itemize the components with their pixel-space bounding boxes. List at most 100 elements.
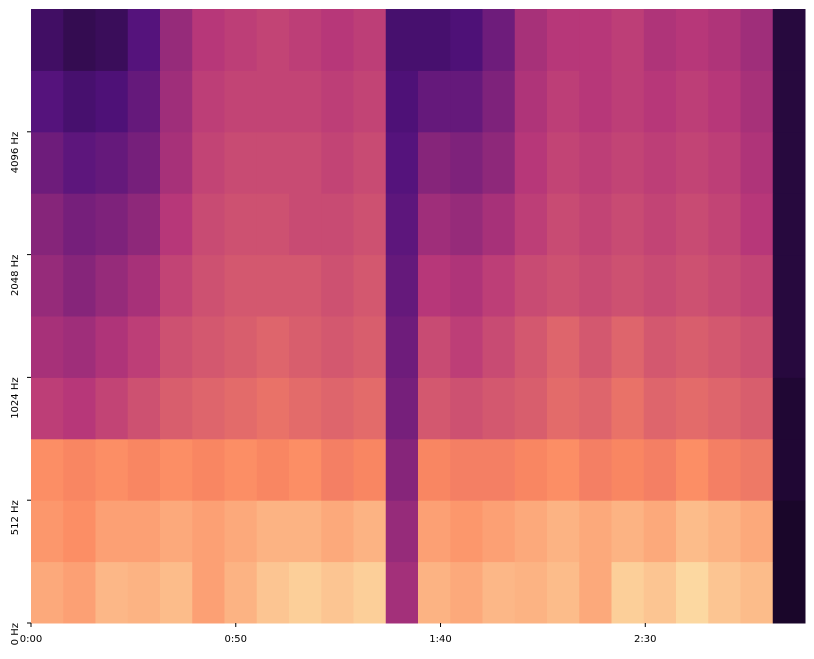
heat-cell [95,316,129,378]
heat-cell [676,561,709,624]
heat-cell [192,500,225,563]
heat-cell [772,131,806,194]
y-tick-label: 512 Hz [10,500,21,535]
heat-cell [127,193,161,256]
heat-cell [482,500,516,563]
heat-cell [772,193,806,256]
heat-cell [740,561,774,624]
heat-cell [514,70,548,133]
heat-cell [321,70,354,133]
heat-cell [353,438,387,501]
heat-cell [708,377,741,440]
heat-cell [643,70,677,133]
heat-cell [643,9,677,71]
heat-cell [547,438,580,501]
heat-cell [160,377,193,440]
heat-cell [353,70,387,133]
heat-cell [676,131,709,194]
heat-cell [740,438,774,501]
heat-cell [772,500,806,563]
heat-cell [63,131,96,194]
heat-cell [579,500,612,563]
heat-cell [224,316,258,378]
heat-cell [353,131,387,194]
heat-cell [95,70,129,133]
heat-cell [547,9,580,71]
heat-cell [256,131,290,194]
heat-cell [418,70,451,133]
y-tick-label: 2048 Hz [10,255,21,296]
heat-cell [224,70,258,133]
heat-cell [740,316,774,378]
heat-cell [450,438,483,501]
heat-cell [418,438,451,501]
heat-cell [95,438,129,501]
heat-cell [482,438,516,501]
heat-cell [514,254,548,317]
heat-cell [127,438,161,501]
heat-cell [256,70,290,133]
heat-cell [192,438,225,501]
heat-cell [514,316,548,378]
heat-cell [740,193,774,256]
heat-cell [450,131,483,194]
heat-cell [418,500,451,563]
heat-cell [385,377,419,440]
heat-cell [192,9,225,71]
heat-cell [127,316,161,378]
heat-cell [676,254,709,317]
heat-cell [547,70,580,133]
heat-cell [418,316,451,378]
heat-cell [192,377,225,440]
heat-cell [676,70,709,133]
heat-cell [63,500,96,563]
heat-cell [63,254,96,317]
heat-cell [353,561,387,624]
heat-cell [31,438,64,501]
heat-cell [450,70,483,133]
heat-cell [482,377,516,440]
heat-cell [95,9,129,71]
heat-cell [514,131,548,194]
heat-cell [160,193,193,256]
heat-cell [63,193,96,256]
x-tick-label: 1:40 [429,634,451,645]
heat-cell [547,561,580,624]
heat-cell [353,377,387,440]
heat-cell [514,9,548,71]
heat-cell [514,438,548,501]
heat-cell [385,438,419,501]
heat-cell [289,193,322,256]
heat-cell [95,377,129,440]
heat-cell [482,70,516,133]
heat-cell [611,316,645,378]
heat-cell [385,500,419,563]
heat-cell [611,9,645,71]
heat-cell [514,377,548,440]
heat-cell [31,316,64,378]
heat-cell [579,438,612,501]
heat-cell [385,254,419,317]
heat-cell [160,561,193,624]
heat-cell [450,254,483,317]
heat-cell [418,377,451,440]
heat-cell [676,377,709,440]
heat-cell [160,70,193,133]
heat-cell [740,9,774,71]
heat-cell [450,316,483,378]
heat-cell [160,438,193,501]
heat-cell [31,131,64,194]
heat-cell [31,70,64,133]
heat-cell [224,500,258,563]
heat-cell [611,70,645,133]
heat-cell [547,377,580,440]
heat-cell [95,254,129,317]
heat-cell [256,9,290,71]
heat-cell [579,9,612,71]
heat-cell [127,254,161,317]
heat-cell [643,561,677,624]
heat-cell [611,254,645,317]
heat-cell [676,316,709,378]
heat-cell [708,254,741,317]
heat-cell [385,193,419,256]
